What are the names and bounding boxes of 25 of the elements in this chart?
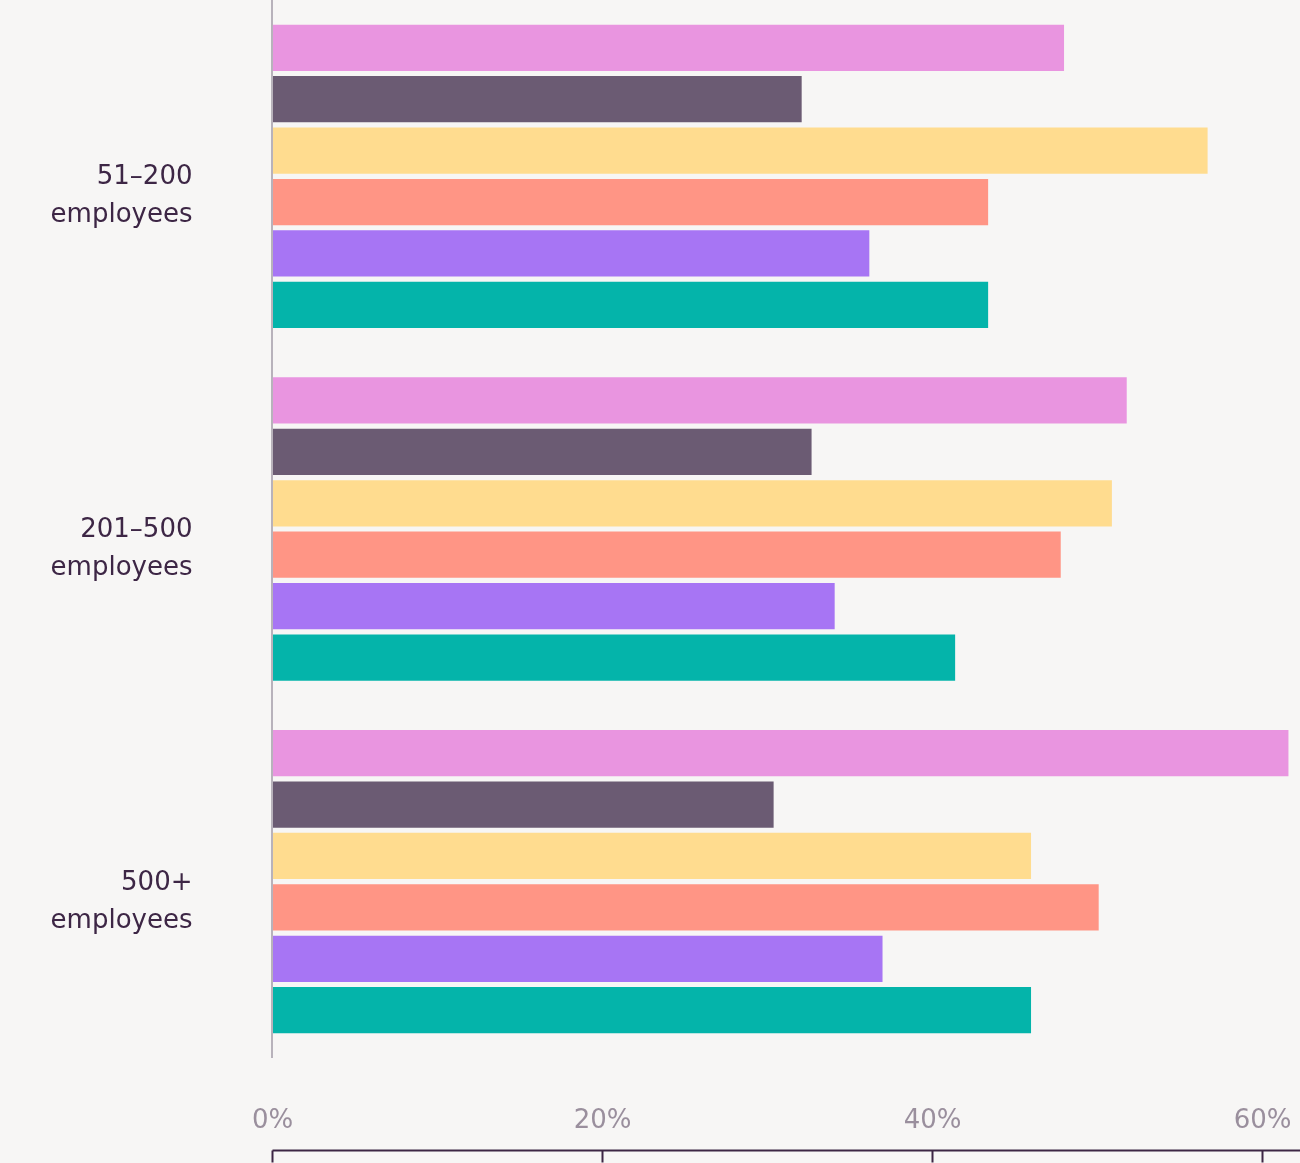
x-tick-label: 0% xyxy=(251,1103,294,1134)
y-tick-label: 500+ employees xyxy=(50,865,193,934)
bar xyxy=(272,127,1208,174)
bar xyxy=(272,24,1065,71)
y-tick-label: 201–500 employees xyxy=(50,513,193,581)
bar xyxy=(272,832,1032,880)
bar xyxy=(272,428,812,476)
bar xyxy=(272,935,883,982)
bar xyxy=(272,634,956,681)
bar xyxy=(272,582,835,630)
bar xyxy=(272,531,1061,578)
bar xyxy=(272,281,989,328)
bar xyxy=(272,987,1032,1034)
bar xyxy=(272,178,989,226)
x-tick-label: 60% xyxy=(1233,1103,1292,1134)
bar xyxy=(272,730,1289,777)
bar xyxy=(272,230,870,277)
x-tick-label: 20% xyxy=(573,1103,632,1134)
bar xyxy=(272,781,774,828)
bar xyxy=(272,480,1112,527)
bar xyxy=(272,76,802,123)
y-tick-label: 51–200 employees xyxy=(50,160,193,229)
bar xyxy=(272,377,1127,424)
x-tick-label: 40% xyxy=(903,1103,962,1134)
bar xyxy=(272,884,1099,931)
